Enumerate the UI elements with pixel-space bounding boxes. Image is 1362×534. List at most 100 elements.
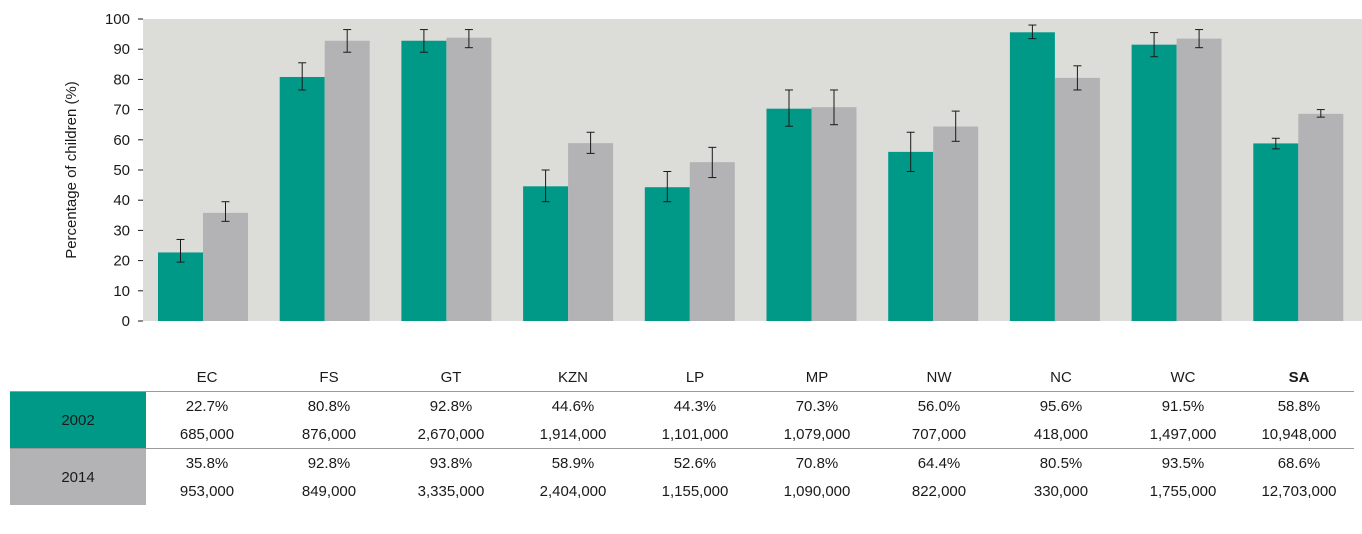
data-table: EC FS GT KZN LP MP NW NC WC SA 2002 22.7… bbox=[10, 363, 1354, 505]
error-bar-2002-kzn bbox=[541, 169, 550, 203]
y-tick-label: 20 bbox=[113, 253, 130, 270]
bar-2002-mp bbox=[766, 108, 812, 321]
percent-cell: 80.8% bbox=[268, 391, 390, 420]
error-bar-2014-nc bbox=[1073, 65, 1082, 91]
percent-cell: 58.9% bbox=[512, 448, 634, 477]
region-header: NW bbox=[926, 368, 952, 386]
bar-2014-nw bbox=[933, 126, 979, 322]
region-header: WC bbox=[1170, 368, 1196, 386]
percent-cell: 22.7% bbox=[146, 391, 268, 420]
bar-2002-lp bbox=[644, 187, 690, 321]
y-tick-label: 90 bbox=[113, 41, 130, 58]
percent-cell: 52.6% bbox=[634, 448, 756, 477]
count-cell: 849,000 bbox=[301, 482, 357, 500]
bar-2014-fs bbox=[324, 40, 370, 322]
bar-2014-mp bbox=[811, 107, 857, 322]
y-axis-title: Percentage of children (%) bbox=[63, 81, 80, 259]
region-header: EC bbox=[196, 368, 218, 386]
error-bar-2002-wc bbox=[1150, 32, 1159, 58]
count-cell: 876,000 bbox=[301, 425, 357, 443]
region-header: LP bbox=[685, 368, 705, 386]
region-header: MP bbox=[805, 368, 829, 386]
bar-2002-sa bbox=[1253, 143, 1299, 321]
table-row-2002-count: 685,000 876,000 2,670,000 1,914,000 1,10… bbox=[10, 420, 1354, 449]
y-tick-label: 40 bbox=[113, 192, 130, 209]
percent-cell: 70.8% bbox=[756, 448, 878, 477]
error-bar-2014-kzn bbox=[586, 131, 595, 154]
error-bar-2014-mp bbox=[830, 89, 838, 126]
count-cell: 1,155,000 bbox=[661, 482, 729, 500]
percent-cell: 35.8% bbox=[146, 448, 268, 477]
count-cell: 418,000 bbox=[1033, 425, 1089, 443]
error-bar-2002-mp bbox=[785, 89, 793, 127]
error-bar-2014-sa bbox=[1316, 109, 1325, 118]
count-cell: 1,914,000 bbox=[539, 425, 607, 443]
y-tick-label: 0 bbox=[122, 313, 130, 330]
error-bar-2014-fs bbox=[343, 29, 352, 53]
error-bar-2014-lp bbox=[708, 146, 717, 179]
table-corner bbox=[10, 363, 146, 392]
error-bar-2014-nw bbox=[951, 110, 960, 142]
count-cell: 2,670,000 bbox=[417, 425, 485, 443]
count-cell: 1,079,000 bbox=[783, 425, 851, 443]
percent-cell: 95.6% bbox=[1000, 391, 1122, 420]
count-cell: 707,000 bbox=[911, 425, 967, 443]
y-tick-label: 50 bbox=[113, 162, 130, 179]
bar-2002-nw bbox=[888, 151, 934, 321]
region-header: GT bbox=[440, 368, 462, 386]
bar-2014-ec bbox=[203, 212, 248, 321]
percent-cell: 68.6% bbox=[1244, 448, 1354, 477]
percent-cell: 92.8% bbox=[268, 448, 390, 477]
y-tick-label: 30 bbox=[113, 222, 130, 239]
percent-cell: 93.8% bbox=[390, 448, 512, 477]
count-cell: 1,755,000 bbox=[1149, 482, 1217, 500]
bar-2002-gt bbox=[401, 40, 447, 322]
percent-cell: 44.3% bbox=[634, 391, 756, 420]
y-tick-label: 10 bbox=[113, 283, 130, 300]
y-tick-label: 60 bbox=[113, 132, 130, 149]
count-cell: 10,948,000 bbox=[1261, 425, 1337, 443]
error-bar-2002-lp bbox=[663, 171, 672, 203]
bars bbox=[158, 32, 1344, 322]
y-tick-label: 70 bbox=[113, 102, 130, 119]
table-row-2014-percent: 2014 35.8% 92.8% 93.8% 58.9% 52.6% 70.8%… bbox=[10, 448, 1354, 505]
bar-2002-wc bbox=[1131, 44, 1177, 322]
percent-cell: 56.0% bbox=[878, 391, 1000, 420]
y-tick-label: 100 bbox=[105, 11, 130, 28]
bar-2014-nc bbox=[1054, 77, 1100, 321]
count-cell: 953,000 bbox=[179, 482, 235, 500]
count-cell: 12,703,000 bbox=[1261, 482, 1337, 500]
table-row-2002-percent: 2002 22.7% 80.8% 92.8% 44.6% 44.3% 70.3%… bbox=[10, 391, 1354, 449]
count-cell: 3,335,000 bbox=[417, 482, 485, 500]
percent-cell: 70.3% bbox=[756, 391, 878, 420]
bar-2014-kzn bbox=[568, 143, 614, 321]
year-label-2002: 2002 bbox=[10, 391, 146, 449]
bar-2002-fs bbox=[279, 76, 325, 321]
bar-chart: 0 10 20 30 40 50 60 70 80 90 100 Percentage of chi… bbox=[63, 11, 1362, 330]
error-bar-2014-ec bbox=[221, 201, 230, 222]
bar-2002-ec bbox=[158, 252, 203, 321]
region-header: KZN bbox=[558, 368, 588, 386]
percent-cell: 44.6% bbox=[512, 391, 634, 420]
error-bar-2002-fs bbox=[298, 62, 307, 91]
percent-cell: 80.5% bbox=[1000, 448, 1122, 477]
percent-cell: 92.8% bbox=[390, 391, 512, 420]
region-header: NC bbox=[1050, 368, 1072, 386]
table-row-2014-count: 953,000 849,000 3,335,000 2,404,000 1,15… bbox=[10, 477, 1354, 505]
count-cell: 822,000 bbox=[911, 482, 967, 500]
y-axis: 0 10 20 30 40 50 60 70 80 90 100 bbox=[105, 11, 143, 330]
error-bar-2002-nc bbox=[1028, 24, 1037, 40]
count-cell: 1,497,000 bbox=[1149, 425, 1217, 443]
bar-2014-lp bbox=[689, 162, 735, 321]
error-bar-2002-nw bbox=[906, 131, 915, 173]
year-label-2014: 2014 bbox=[10, 448, 146, 505]
error-bar-2014-wc bbox=[1195, 29, 1204, 49]
bar-2014-gt bbox=[446, 37, 492, 321]
region-header: FS bbox=[319, 368, 339, 386]
error-bar-2002-gt bbox=[419, 29, 428, 53]
bar-2002-nc bbox=[1009, 32, 1055, 322]
region-header-total: SA bbox=[1288, 368, 1310, 386]
bar-2014-wc bbox=[1176, 38, 1222, 321]
count-cell: 330,000 bbox=[1033, 482, 1089, 500]
error-bar-2002-ec bbox=[176, 238, 185, 263]
